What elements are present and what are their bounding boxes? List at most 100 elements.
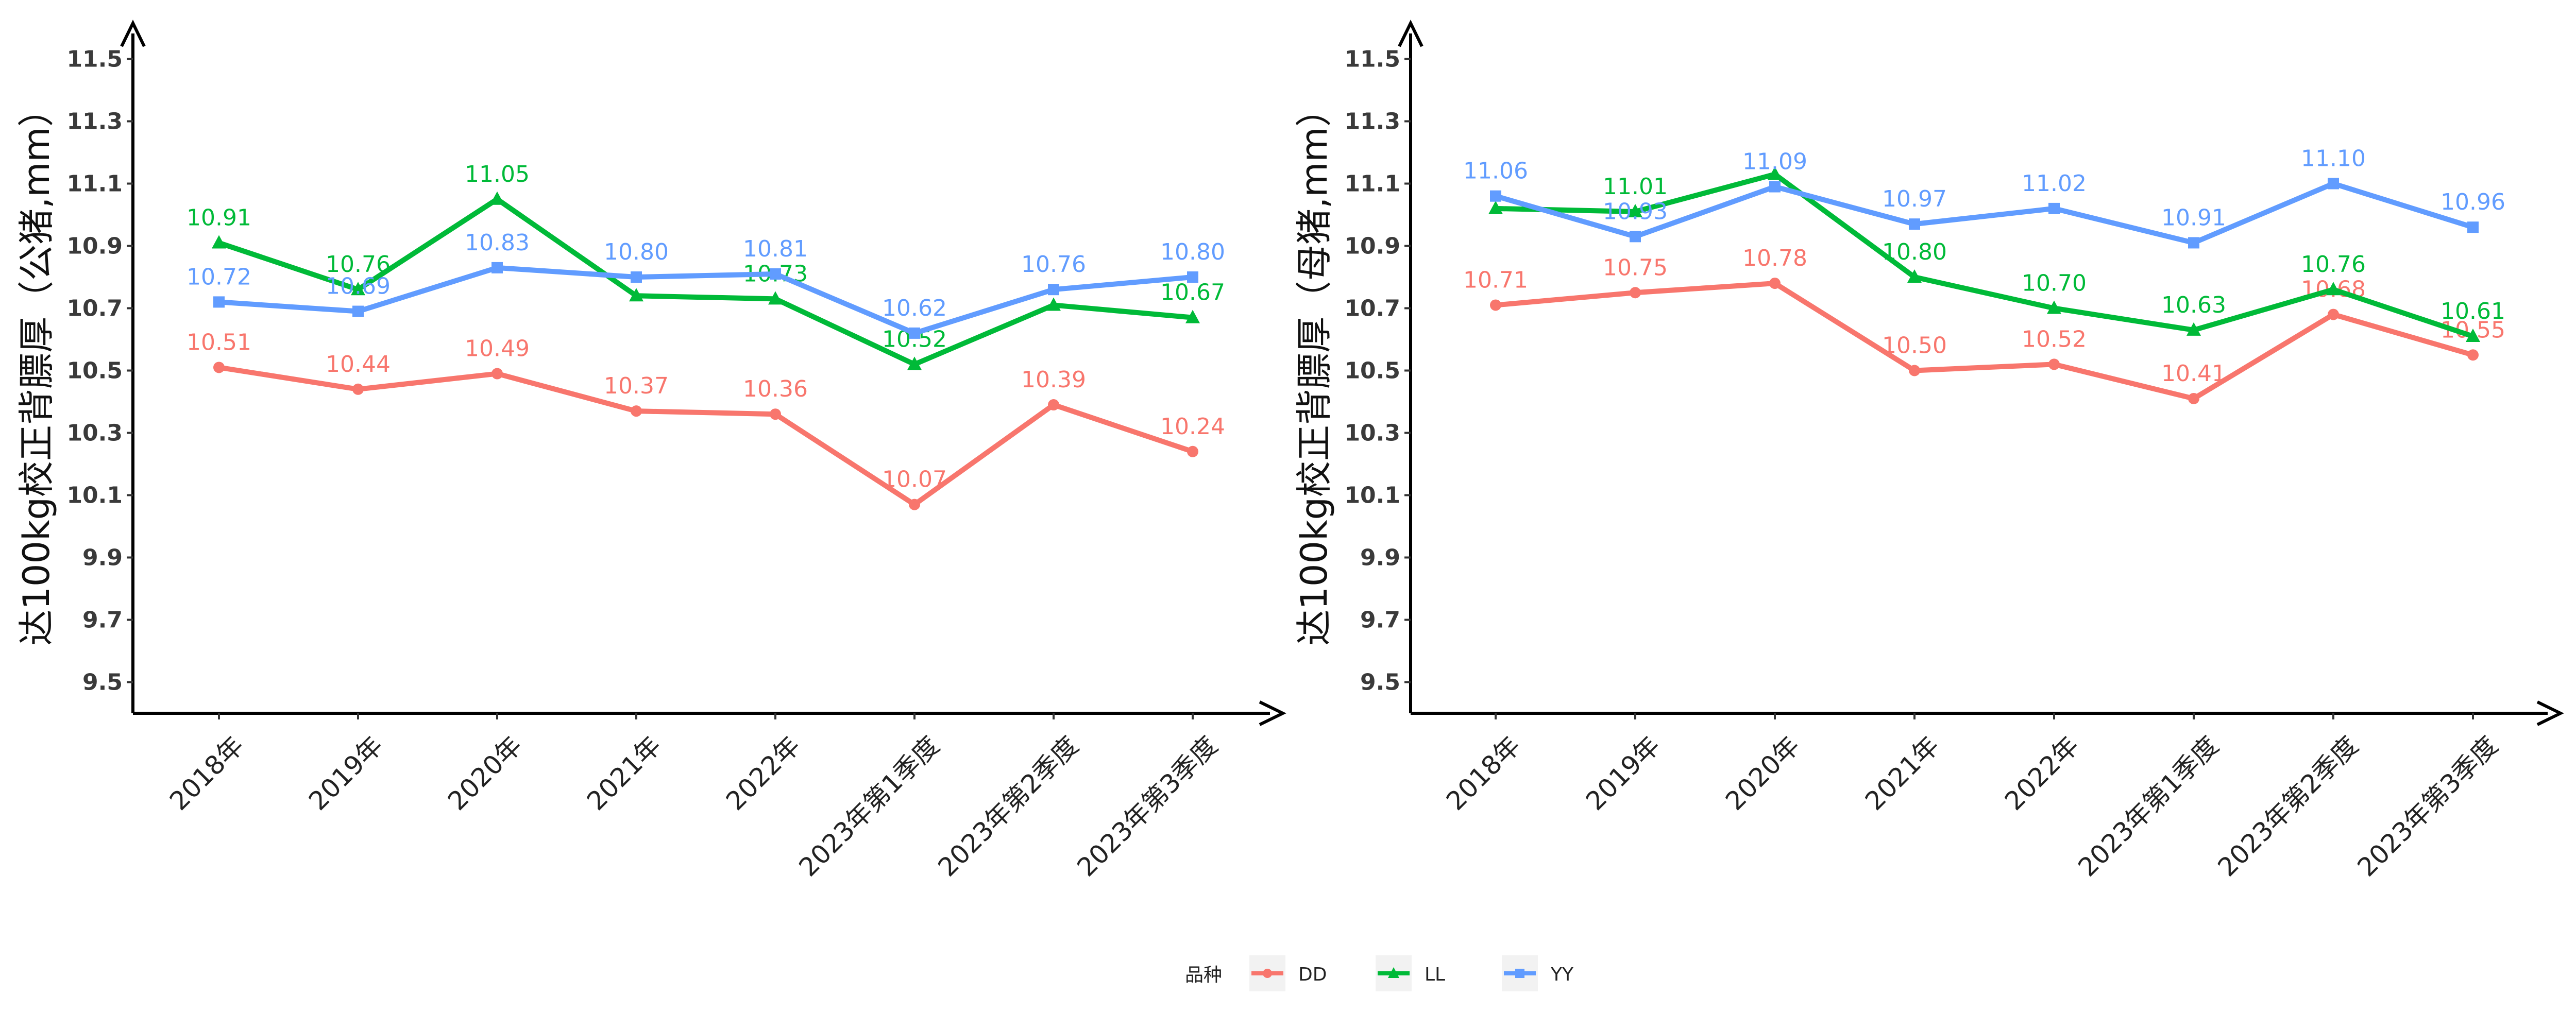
data-point-DD bbox=[770, 408, 781, 420]
y-tick-label: 10.3 bbox=[1344, 420, 1400, 447]
data-label-YY: 10.72 bbox=[187, 264, 251, 290]
x-tick-label: 2023年第1季度 bbox=[2073, 730, 2225, 882]
y-tick-label: 10.5 bbox=[1344, 358, 1400, 384]
data-point-YY bbox=[2467, 221, 2479, 233]
data-point-DD bbox=[2048, 358, 2060, 370]
data-label-DD: 10.52 bbox=[2022, 326, 2087, 352]
data-label-YY: 11.02 bbox=[2022, 170, 2087, 197]
data-point-LL bbox=[1185, 310, 1200, 323]
data-label-LL: 10.67 bbox=[1160, 280, 1225, 306]
y-tick-label: 9.9 bbox=[1360, 545, 1400, 571]
data-label-DD: 10.07 bbox=[882, 467, 947, 493]
data-point-YY bbox=[2188, 237, 2199, 249]
data-point-DD bbox=[909, 499, 920, 510]
y-tick-label: 11.5 bbox=[66, 46, 123, 73]
data-point-LL bbox=[351, 282, 365, 296]
data-point-YY bbox=[1769, 181, 1781, 193]
data-label-YY: 10.93 bbox=[1603, 198, 1668, 225]
legend-item-YY: YY bbox=[1502, 955, 1574, 991]
y-tick-label: 10.1 bbox=[66, 483, 123, 509]
x-tick-label: 2023年第2季度 bbox=[2212, 730, 2364, 882]
data-label-YY: 11.06 bbox=[1463, 158, 1528, 184]
x-tick-label: 2023年第2季度 bbox=[933, 730, 1084, 882]
legend-key-marker bbox=[1388, 967, 1399, 978]
data-point-LL bbox=[1046, 297, 1061, 311]
data-label-DD: 10.50 bbox=[1882, 333, 1947, 359]
data-label-DD: 10.44 bbox=[326, 351, 391, 377]
data-label-DD: 10.37 bbox=[604, 373, 669, 399]
data-point-LL bbox=[212, 235, 226, 249]
data-point-YY bbox=[770, 268, 781, 280]
data-point-LL bbox=[2466, 328, 2480, 342]
x-tick-label: 2018年 bbox=[164, 730, 249, 816]
data-label-LL: 10.70 bbox=[2022, 270, 2087, 297]
y-tick-label: 10.9 bbox=[1344, 233, 1400, 260]
data-point-LL bbox=[2047, 300, 2061, 314]
data-point-LL bbox=[490, 191, 504, 205]
legend: 品种 DD LL YY bbox=[1185, 955, 1574, 991]
y-tick-label: 10.7 bbox=[66, 296, 123, 322]
y-tick-label: 11.1 bbox=[1344, 171, 1400, 197]
data-label-DD: 10.41 bbox=[2161, 360, 2226, 387]
data-point-YY bbox=[909, 327, 920, 339]
data-point-DD bbox=[2188, 392, 2199, 404]
x-tick-label: 2023年第1季度 bbox=[793, 730, 945, 882]
data-point-YY bbox=[2048, 202, 2060, 214]
data-label-DD: 10.51 bbox=[187, 329, 251, 355]
series-line-LL bbox=[1495, 171, 2474, 339]
legend-item-DD: DD bbox=[1249, 955, 1327, 991]
legend-label: DD bbox=[1298, 964, 1327, 985]
chart-panel-sow: 9.5 9.7 9.9 10.1 10.3 10.5 10.7 10.9 11.1 11.3 11.… bbox=[1293, 20, 2564, 882]
data-label-YY: 10.97 bbox=[1882, 186, 1947, 212]
y-tick-label: 9.5 bbox=[82, 670, 123, 696]
legend-item-LL: LL bbox=[1376, 955, 1445, 991]
y-tick-label: 10.3 bbox=[66, 420, 123, 447]
data-point-LL bbox=[2187, 322, 2201, 336]
data-label-LL: 11.01 bbox=[1603, 174, 1668, 200]
data-label-LL: 10.80 bbox=[1882, 239, 1947, 265]
x-tick-label: 2020年 bbox=[442, 730, 528, 816]
data-label-DD: 10.71 bbox=[1463, 267, 1528, 293]
data-point-DD bbox=[492, 368, 503, 380]
x-tick-label: 2021年 bbox=[581, 730, 667, 816]
data-label-DD: 10.78 bbox=[1742, 245, 1807, 271]
y-axis-arrow bbox=[120, 20, 146, 47]
data-point-DD bbox=[1630, 287, 1641, 299]
data-point-DD bbox=[1048, 399, 1059, 411]
legend-key-marker bbox=[1515, 969, 1524, 978]
data-label-DD: 10.75 bbox=[1603, 254, 1668, 281]
data-point-DD bbox=[631, 405, 642, 417]
x-tick-label: 2022年 bbox=[720, 730, 806, 816]
data-label-YY: 10.69 bbox=[326, 273, 391, 300]
y-tick-label: 11.3 bbox=[1344, 109, 1400, 135]
data-label-LL: 10.63 bbox=[2161, 292, 2226, 318]
data-point-LL bbox=[1628, 203, 1642, 217]
data-point-DD bbox=[1490, 299, 1501, 311]
x-tick-label: 2018年 bbox=[1440, 730, 1526, 816]
x-tick-label: 2019年 bbox=[1580, 730, 1666, 816]
data-point-DD bbox=[352, 383, 364, 395]
y-tick-label: 9.5 bbox=[1360, 670, 1400, 696]
data-point-YY bbox=[213, 296, 225, 308]
y-tick-label: 11.3 bbox=[66, 109, 123, 135]
y-axis-title: 达100kg校正背膘厚（公猪,mm） bbox=[15, 91, 58, 645]
data-point-LL bbox=[1907, 269, 1922, 283]
data-point-YY bbox=[1187, 271, 1198, 283]
series-line-DD bbox=[1495, 281, 2474, 401]
x-axis-arrow bbox=[1259, 700, 1286, 726]
data-point-YY bbox=[1048, 284, 1059, 296]
data-point-LL bbox=[907, 356, 922, 370]
y-tick-label: 11.1 bbox=[66, 171, 123, 197]
x-tick-label: 2020年 bbox=[1720, 730, 1805, 816]
y-axis-title: 达100kg校正背膘厚（母猪,mm） bbox=[1293, 91, 1335, 645]
y-tick-label: 10.9 bbox=[66, 233, 123, 260]
data-point-YY bbox=[631, 271, 642, 283]
data-point-YY bbox=[2328, 178, 2339, 190]
data-label-YY: 10.83 bbox=[465, 230, 530, 256]
y-tick-label: 9.7 bbox=[1360, 607, 1400, 633]
x-tick-label: 2023年第3季度 bbox=[2352, 730, 2504, 882]
data-point-DD bbox=[213, 362, 225, 373]
data-label-LL: 10.91 bbox=[187, 204, 251, 231]
data-point-DD bbox=[1769, 278, 1781, 289]
y-tick-label: 9.9 bbox=[82, 545, 123, 571]
